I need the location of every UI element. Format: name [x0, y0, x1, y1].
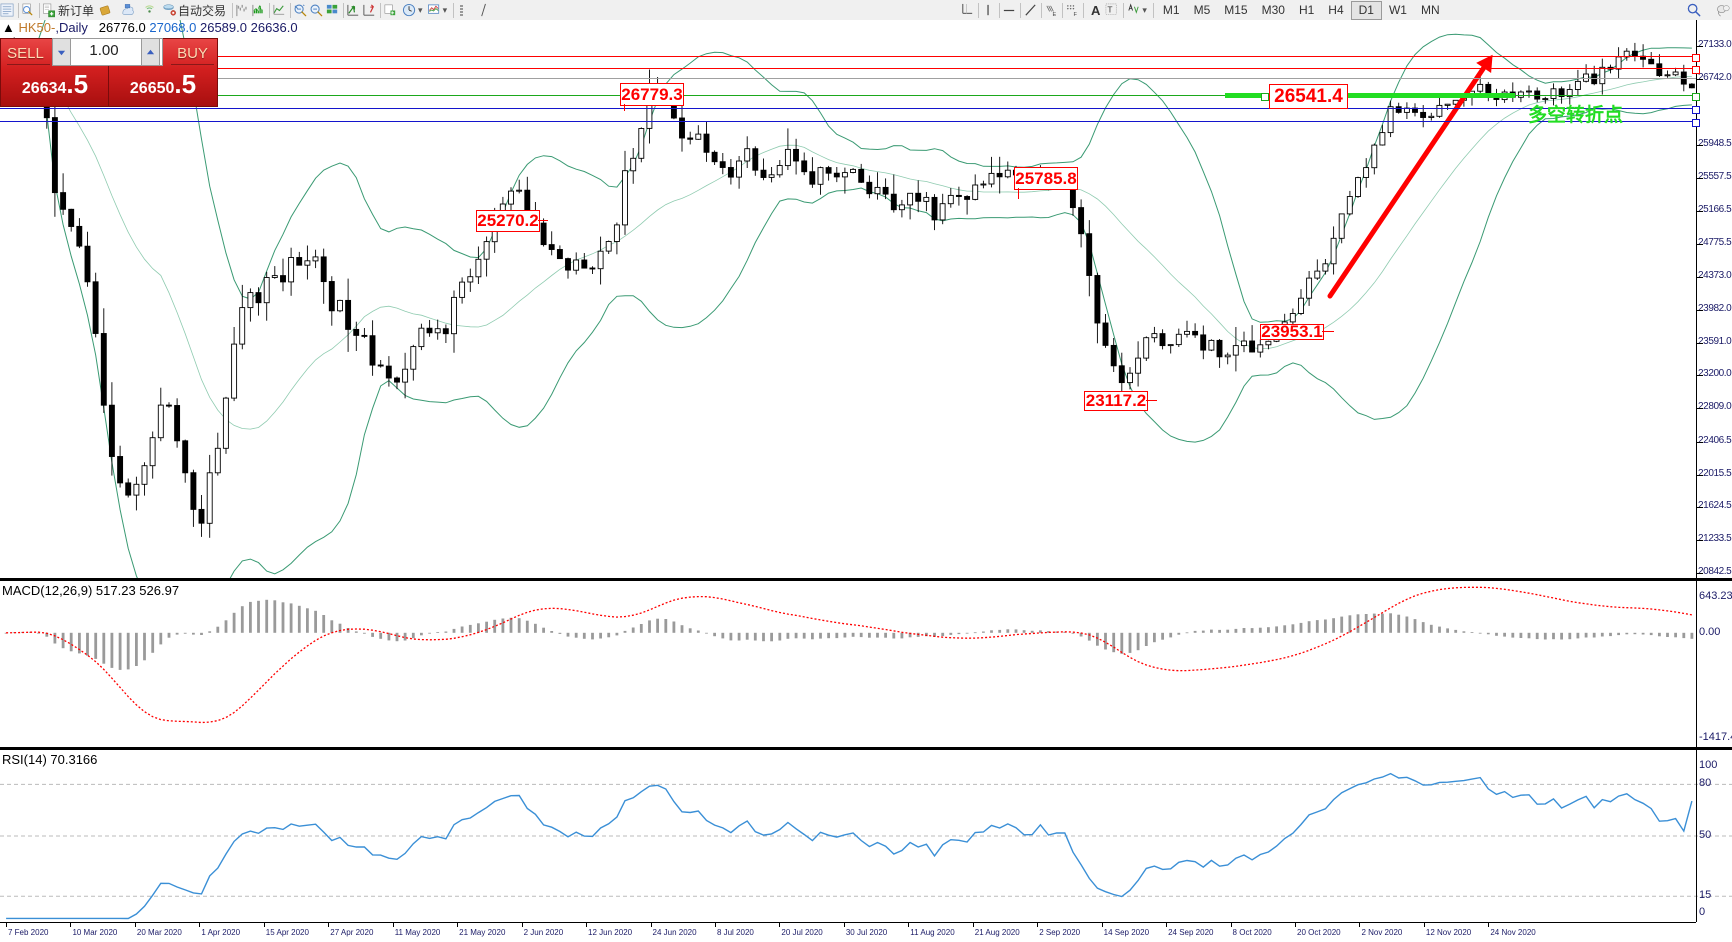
svg-text:T: T: [1108, 4, 1113, 14]
svg-text:F: F: [1073, 12, 1077, 18]
svg-text:E: E: [1052, 12, 1056, 18]
